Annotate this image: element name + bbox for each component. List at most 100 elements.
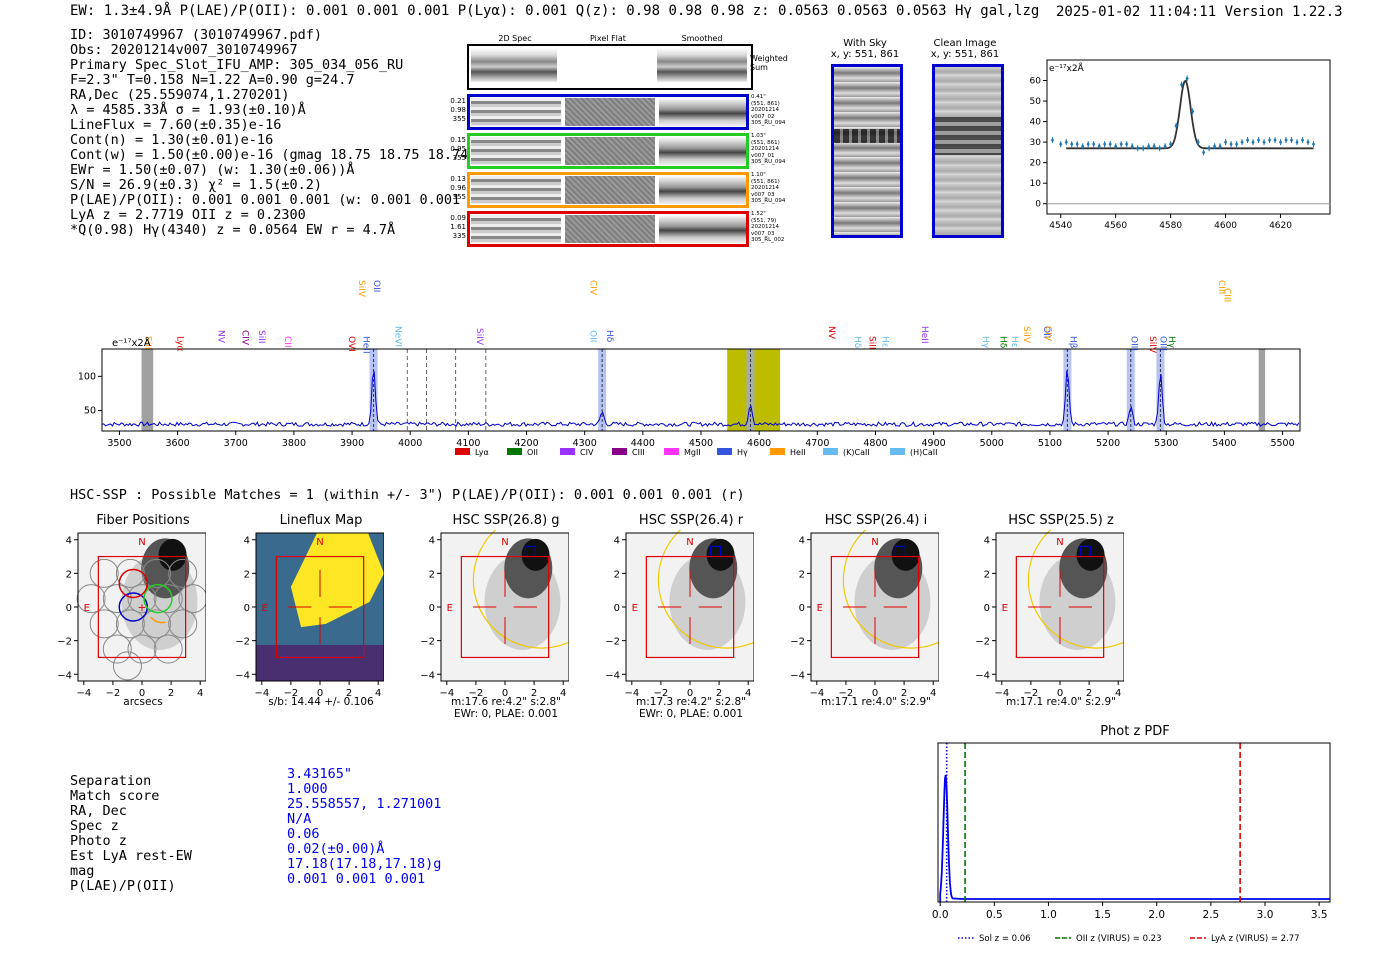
fiber-circle-green [143, 583, 173, 614]
compass-east: E [447, 603, 453, 614]
match-label-plae: P(LAE)/P(OII) [70, 878, 176, 894]
spectrum-line-label: NeVI [393, 326, 403, 347]
fiber-circle [127, 584, 157, 614]
spectrum-xtick-label: 4800 [863, 438, 887, 449]
cutout-left-value: 0.09 [450, 214, 466, 222]
spectrum-line-label: NV [826, 326, 836, 340]
match-value-radec: 25.558557, 1.271001 [287, 796, 442, 812]
hsc-xtick-label: 2 [716, 688, 722, 699]
weighted-sum-cutout [467, 44, 753, 90]
hsc-xtick-label: 0 [317, 688, 323, 699]
fiber-circle [76, 584, 106, 614]
compass-east: E [817, 603, 823, 614]
info-ewr: EWr = 1.50(±0.07) (w: 1.30(±0.06))Å [70, 162, 355, 178]
spectrum-xtick-label: 4900 [922, 438, 946, 449]
photz-title: Phot z PDF [1100, 724, 1170, 739]
zoom-point [1256, 137, 1261, 143]
spectrum-line-label: Hγ [980, 336, 990, 349]
spectrum-top-line-label: CIV [588, 280, 598, 296]
cutout-left-value: 0.15 [450, 136, 466, 144]
photz-xtick-label: 1.5 [1094, 909, 1111, 921]
spectrum-top-line-label: CIII [1216, 280, 1226, 294]
hsc-xtick-label: −2 [1024, 688, 1039, 699]
zoom-point [1218, 143, 1222, 149]
hsc-xtick-label: 0 [872, 688, 878, 699]
hsc-xtick-label: 2 [346, 688, 352, 699]
info-radec: RA,Dec (25.559074,1.270201) [70, 87, 290, 103]
hsc-xtick-label: −4 [809, 688, 824, 699]
cutout-2dspec-image [471, 137, 561, 165]
hsc-panel-caption: m:17.1 re:4.0" s:2.9" [976, 696, 1146, 708]
zoom-point [1180, 82, 1184, 88]
spectrum-line-label: Hε [879, 336, 889, 348]
zoom-point [1267, 137, 1272, 143]
hsc-ytick-label: −4 [235, 670, 250, 681]
photz-xtick-label: 3.5 [1311, 909, 1328, 921]
hsc-ytick-label: −2 [57, 637, 72, 648]
hsc-ytick-label: −2 [605, 637, 620, 648]
photz-pdf-curve [939, 774, 1330, 903]
zoom-point [1130, 143, 1134, 149]
spectrum-legend-swatch [560, 448, 575, 455]
cutout-left-value: 355 [452, 193, 466, 201]
cutout-smoothed-image [659, 215, 746, 243]
spectrum-line-label: SiII [256, 330, 266, 344]
spectrum-xtick-label: 5400 [1212, 438, 1236, 449]
clean-image-subtitle: x, y: 551, 861 [930, 49, 1000, 60]
hsc-ytick-label: 4 [984, 536, 990, 547]
info-lya-z: LyA z = 2.7719 OII z = 0.2300 [70, 207, 306, 223]
spectrum-line-label: OII [1041, 326, 1051, 338]
hsc-caption-line1: m:17.6 re:4.2" s:2.8" [451, 696, 561, 708]
zoom-ytick-label: 0 [1035, 200, 1041, 210]
hsc-ytick-label: 2 [614, 569, 620, 580]
spectrum-line-label: SiIV [1021, 326, 1031, 344]
zoom-ytick-label: 50 [1030, 97, 1041, 107]
cutout-row-left-labels: 0.15 0.95 355 [446, 136, 466, 163]
zoom-point [1092, 141, 1096, 147]
hsc-xtick-label: −2 [106, 688, 121, 699]
hsc-fov-box [275, 555, 365, 659]
spectrum-top-line-label: SiIV [356, 280, 366, 298]
match-label-photoz: Photo z [70, 833, 127, 849]
zoom-point [1174, 123, 1178, 129]
hsc-ytick-label: 2 [984, 569, 990, 580]
hsc-xtick-label: 4 [1115, 688, 1121, 699]
hsc-xtick-label: 2 [531, 688, 537, 699]
match-value-separation: 3.43165" [287, 766, 353, 782]
fiber-circle [168, 609, 198, 639]
hsc-xtick-label: 0 [502, 688, 508, 699]
match-label-specz: Spec z [70, 818, 119, 834]
hsc-ytick-label: −4 [605, 670, 620, 681]
cutout-left-value: 335 [452, 232, 466, 240]
cutout-right-value: v007_01 [751, 152, 775, 159]
cutout-right-value: 305_RU_094 [751, 198, 786, 204]
compass-east: E [84, 603, 90, 614]
hsc-panel-title: HSC SSP(25.5) z [1008, 513, 1114, 528]
zoom-point [1163, 143, 1167, 149]
cutout-pixelflat-image [565, 215, 655, 243]
hsc-heading: HSC-SSP : Possible Matches = 1 (within +… [70, 487, 745, 503]
cutout-right-value: (551, 79) [751, 217, 777, 224]
compass-north: N [501, 537, 508, 548]
cutout-2dspec-image [471, 176, 561, 204]
hsc-ytick-label: 0 [429, 603, 435, 614]
zoom-point [1240, 139, 1244, 145]
zoom-point [1059, 141, 1063, 147]
cutout-row-left-labels: 0.21 0.98 355 [446, 97, 466, 124]
spectrum-top-line-label: OII [371, 280, 381, 292]
fiber-circle [102, 584, 132, 614]
hsc-fov-box [645, 555, 735, 659]
compass-north: N [871, 537, 878, 548]
fiber-circle [178, 584, 206, 614]
hsc-ytick-label: 2 [429, 569, 435, 580]
zoom-plot-frame [1046, 59, 1331, 215]
hsc-ytick-label: −4 [57, 670, 72, 681]
zoom-xtick-label: 4620 [1269, 221, 1292, 231]
photz-xtick-label: 2.0 [1148, 909, 1165, 921]
zoom-point [1070, 141, 1074, 147]
hsc-xtick-label: −2 [839, 688, 854, 699]
full-spectrum-ylabel: e⁻¹⁷x2Å [112, 336, 151, 349]
spectrum-line-label: Hε [1009, 336, 1019, 348]
hsc-panel-caption: m:17.1 re:4.0" s:2.9" [791, 696, 961, 708]
cutout-right-value: v007_02 [751, 113, 775, 120]
